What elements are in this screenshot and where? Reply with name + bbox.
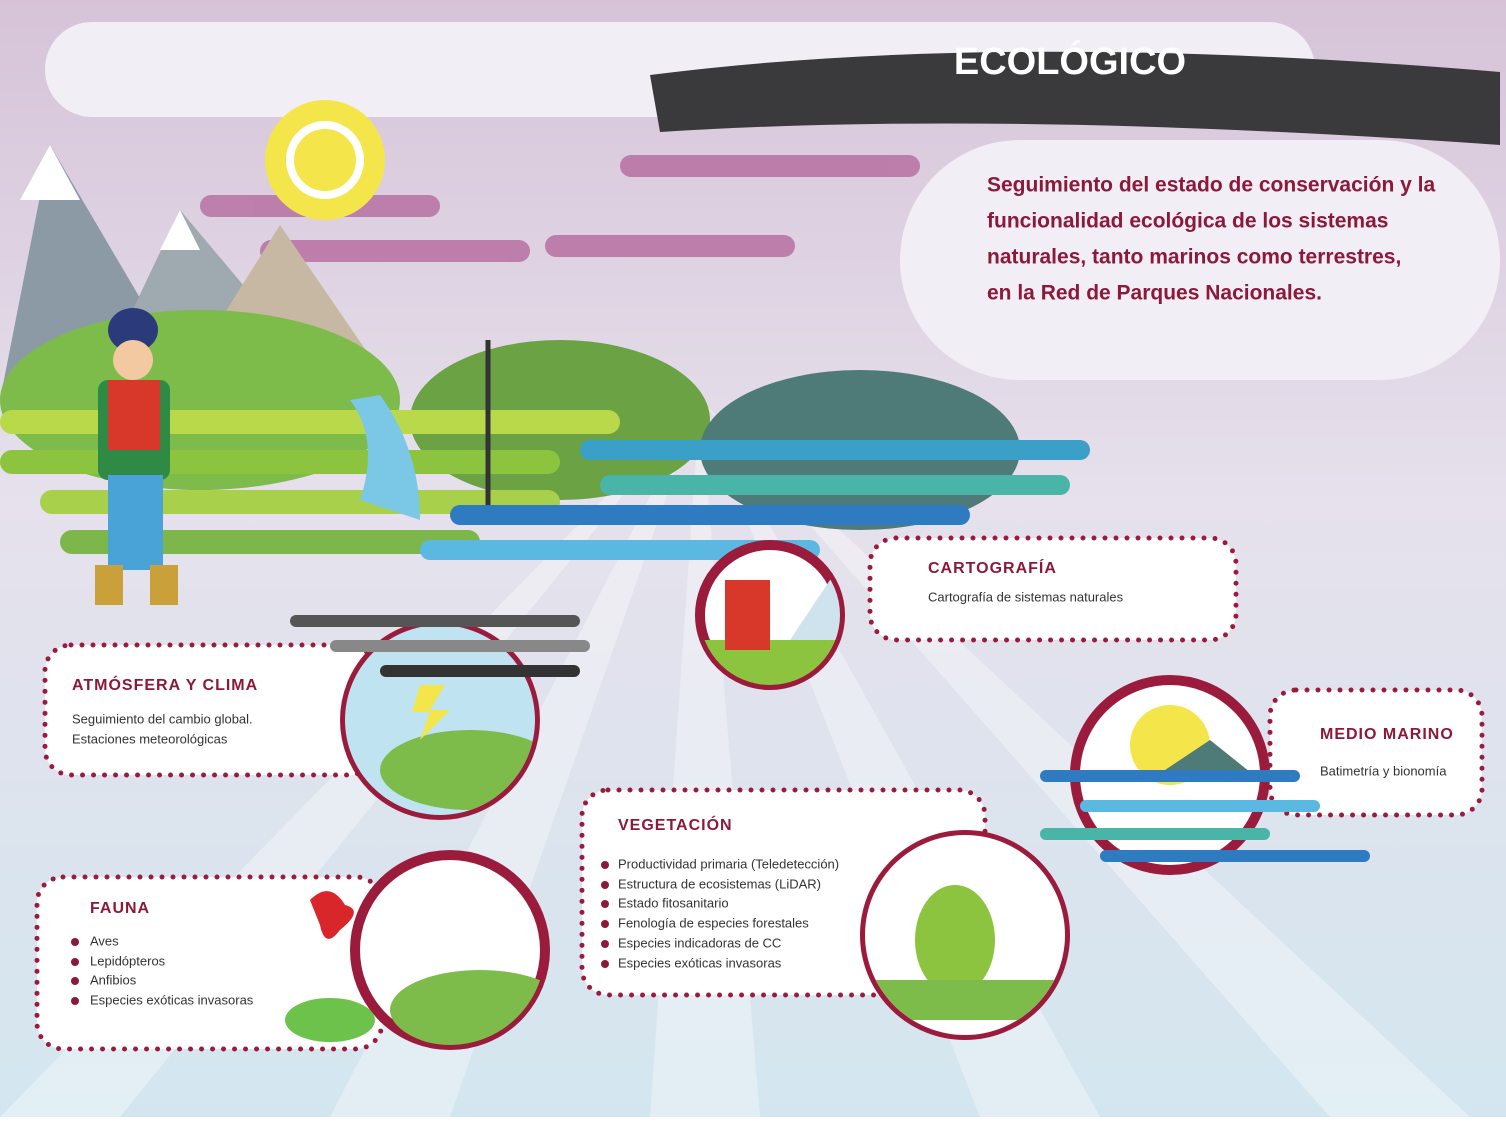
card-title: CARTOGRAFÍA <box>928 558 1057 577</box>
card-item: Fenología de especies forestales <box>618 915 809 930</box>
card-item: Lepidópteros <box>90 953 166 968</box>
card-item: Estado fitosanitario <box>618 895 729 910</box>
subtitle-line: Seguimiento del estado de conservación y… <box>987 174 1435 197</box>
title: ECOLÓGICO <box>954 39 1186 83</box>
card-title: ATMÓSFERA Y CLIMA <box>72 675 258 694</box>
card-item: Especies exóticas invasoras <box>618 955 782 970</box>
infographic: ECOLÓGICO Seguimiento del estado de cons… <box>0 0 1506 1117</box>
card-item: Especies indicadoras de CC <box>618 935 781 950</box>
frog <box>285 998 375 1042</box>
card-text: Batimetría y bionomía <box>1320 763 1447 778</box>
card-title: MEDIO MARINO <box>1320 726 1454 743</box>
page: ECOLÓGICO Seguimiento del estado de cons… <box>0 0 1506 1117</box>
person-icon <box>725 580 770 650</box>
card-title: FAUNA <box>90 900 150 917</box>
card-item: Aves <box>90 933 119 948</box>
card-text: Estaciones meteorológicas <box>72 731 228 746</box>
subtitle-line: funcionalidad ecológica de los sistemas <box>987 210 1388 233</box>
card-item: Productividad primaria (Teledetección) <box>618 856 839 871</box>
card-title: VEGETACIÓN <box>618 815 733 834</box>
card <box>1270 690 1482 815</box>
card-text: Cartografía de sistemas naturales <box>928 589 1124 604</box>
card <box>45 645 375 775</box>
card-item: Anfibios <box>90 972 137 987</box>
subtitle-line: en la Red de Parques Nacionales. <box>987 282 1322 305</box>
card-item: Estructura de ecosistemas (LiDAR) <box>618 876 821 891</box>
subtitle-line: naturales, tanto marinos como terrestres… <box>987 246 1401 269</box>
card-item: Especies exóticas invasoras <box>90 992 254 1007</box>
card-text: Seguimiento del cambio global. <box>72 711 253 726</box>
